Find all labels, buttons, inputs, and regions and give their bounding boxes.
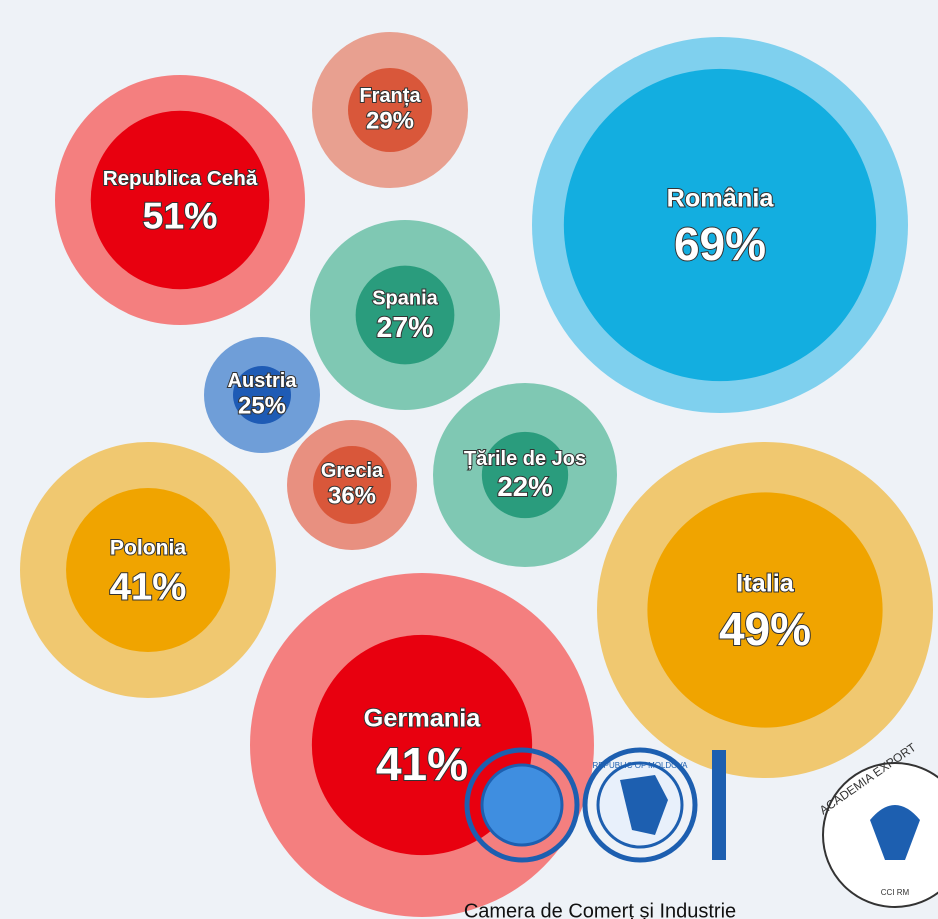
bubble-name: Italia [736,569,795,597]
bubble [355,265,455,365]
bubble [347,67,433,153]
bubble [66,488,230,652]
bubble [311,634,533,856]
bubble-value: 41% [110,565,187,608]
bubble-name: Republica Cehă [103,167,258,190]
caption: Camera de Comerț și Industrie [464,900,736,919]
bubble-value: 27% [376,312,433,344]
bubble-value: 29% [366,107,414,134]
bubble [647,492,883,728]
bubble-value: 25% [238,392,286,419]
bubble-value: 41% [376,738,468,790]
bubble-value: 69% [674,218,766,270]
bubble-name: Austria [228,370,298,392]
bubble-value: 36% [328,482,376,509]
bubble [233,366,291,424]
bubble-value: 51% [142,195,217,237]
bubble [313,446,391,524]
bubble-name: Grecia [321,460,384,482]
bubble-name: Polonia [110,536,186,559]
bubble [563,68,877,382]
bubble-value: 22% [497,471,552,502]
logo-emblem [480,763,564,847]
bubble-name: Țările de Jos [464,448,586,470]
bubble-name: România [667,184,775,212]
emblem-text: REPUBLIC OF MOLDOVA [593,761,689,770]
bubble-value: 49% [719,603,811,655]
logo-ring [464,747,580,863]
map-shape [620,775,668,835]
bubble-name: Spania [372,288,438,310]
logo-ring [582,747,698,863]
bubble [90,110,270,290]
logos: REPUBLIC OF MOLDOVA Camera de Comerț și … [464,740,938,919]
bubble [481,431,569,519]
bubble-name: Germania [364,704,482,732]
badge-sub: CCI RM [881,888,910,897]
bubble-name: Franța [359,85,421,107]
badge-emblem [870,805,920,860]
logo-pillar [712,750,726,860]
